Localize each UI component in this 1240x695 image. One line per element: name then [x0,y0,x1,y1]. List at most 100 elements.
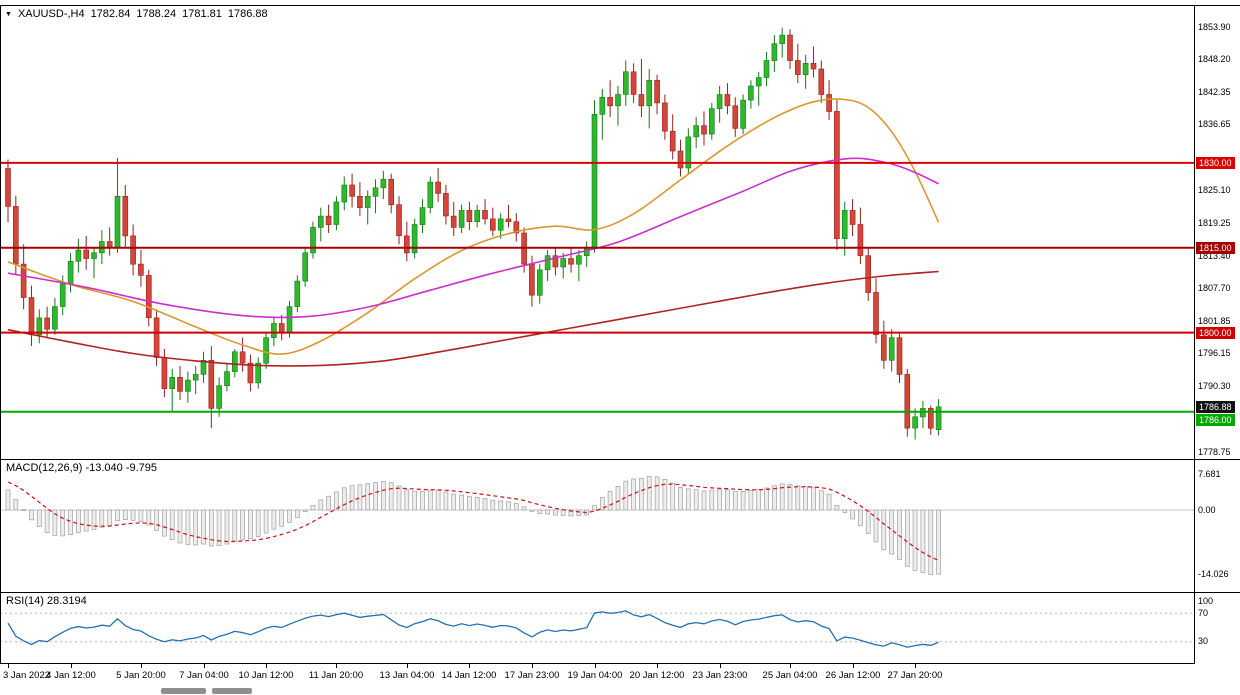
ma-slow-darkred [7,270,939,367]
macd-pane-separator[interactable] [0,459,1240,460]
time-axis-tick [595,664,596,668]
candle [693,125,700,138]
candle [552,255,559,268]
ma-fast-orange [7,98,940,355]
time-axis-tick [141,664,142,668]
price-tick-label: 1778.75 [1198,447,1231,457]
candle [560,258,567,268]
candle [83,249,89,259]
candle [52,306,58,330]
candle [263,337,269,364]
price-tick-label: 1848.20 [1198,54,1231,64]
candle [701,125,707,135]
time-axis-label: 4 Jan 12:00 [46,670,96,681]
candle [185,379,191,392]
candle [818,68,825,95]
candle [232,351,238,372]
candle [419,207,426,225]
candle [474,210,481,222]
rsi-line [7,610,939,648]
candle [333,201,340,225]
candle [865,255,872,293]
candle [841,210,848,239]
candle [677,150,684,169]
price-badge: 1786.00 [1196,414,1235,426]
candle [763,60,770,78]
price-badge: 1786.88 [1196,401,1235,413]
time-axis-label: 7 Jan 04:00 [179,670,229,681]
candle [130,235,136,265]
price-scale-divider [1194,5,1195,664]
candle [779,34,786,44]
price-scale[interactable]: 1853.90 1848.20 1842.35 1836.65 1825.10 1819.… [1195,0,1240,695]
rsi-indicator-label: RSI(14) 28.3194 [6,595,87,607]
candle [380,179,387,189]
candle [106,241,113,248]
macd-pane[interactable] [0,459,1194,592]
candle [310,227,316,254]
symbol-label: XAUUSD-,H4 [17,8,85,20]
candle [278,323,285,333]
candles [5,27,942,440]
price-tick-label: 1807.70 [1198,283,1231,293]
candle [708,108,715,135]
candle [28,297,35,336]
triangle-down-icon[interactable]: ▼ [5,10,12,18]
time-axis-label: 14 Jan 12:00 [441,670,497,681]
price-tick-label: 1796.15 [1198,348,1231,358]
rsi-pane-separator[interactable] [0,592,1240,593]
candle [857,224,864,256]
candle [208,359,215,409]
macd-scale-label: 0.00 [1198,505,1216,515]
candle [192,374,199,381]
candle [349,184,355,197]
macd-histogram [5,476,941,575]
macd-signal-line [7,481,939,561]
candle [138,263,144,276]
candle [568,258,574,265]
price-tick-label: 1836.65 [1198,119,1231,129]
candle [91,252,97,259]
main-price-chart[interactable] [0,0,1194,459]
candle [450,215,457,228]
time-axis-tick [532,664,533,668]
candle [888,337,895,361]
candle [880,334,887,361]
time-axis-label: 20 Jan 12:00 [629,670,685,681]
candle [771,43,778,61]
candle [427,181,434,208]
rsi-pane[interactable] [0,592,1194,663]
candle [216,385,222,409]
candle [36,317,43,336]
candle [403,235,410,254]
candle [662,102,668,132]
rsi-scale-label: 30 [1198,636,1209,646]
time-axis-label: 27 Jan 20:00 [887,670,943,681]
candle [544,255,551,271]
candle [873,292,879,336]
macd-indicator-label: MACD(12,26,9) -13.040 -9.795 [6,462,158,474]
candle [466,210,473,222]
rsi-scale-label: 70 [1198,608,1209,618]
candle [482,210,488,220]
time-axis-tick [407,664,408,668]
candle [341,184,348,203]
time-axis-label: 26 Jan 12:00 [825,670,881,681]
candle [787,34,793,61]
price-tick-label: 1825.10 [1198,185,1231,195]
candle [75,249,82,262]
candle [364,196,371,208]
time-axis[interactable]: 3 Jan 2022 4 Jan 12:00 5 Jan 20:00 7 Jan 04… [0,663,1194,686]
time-axis-label: 13 Jan 04:00 [379,670,435,681]
candle [615,94,621,107]
candle [161,357,168,389]
price-tick-label: 1819.25 [1198,218,1231,228]
candle [325,215,332,225]
candle [177,376,183,392]
ohlc-open: 1782.84 [90,8,131,20]
candle [607,97,613,107]
candle [849,210,856,225]
candle [255,362,261,384]
symbol-info: ▼ XAUUSD-,H4 1782.84 1788.24 1781.81 178… [5,8,268,20]
